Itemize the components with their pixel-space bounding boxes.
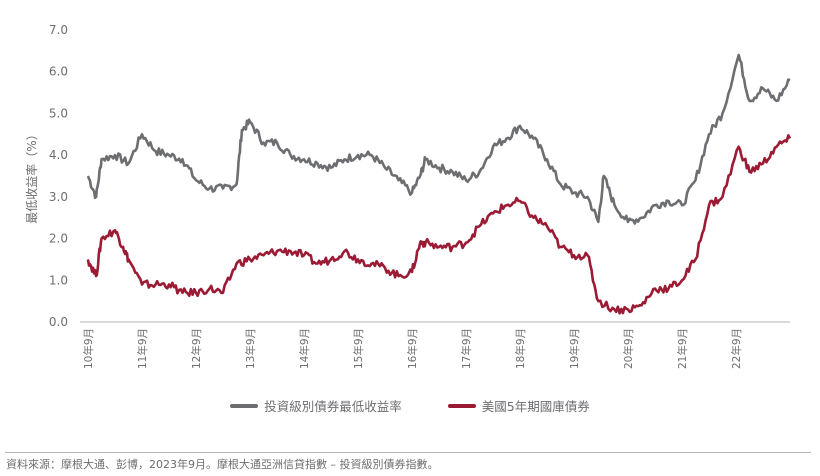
legend-label: 美國5年期國庫債券 [481, 399, 590, 414]
legend-item-ig-yield: 投資級別債券最低收益率 [230, 396, 402, 415]
ig-yield-line [86, 53, 791, 225]
x-tick-label: 13年9月 [244, 328, 257, 369]
y-tick-label: 1.0 [49, 273, 68, 287]
legend-item-ust5y: 美國5年期國庫債券 [447, 396, 590, 415]
x-tick-label: 17年9月 [460, 328, 473, 369]
y-tick-label: 5.0 [49, 106, 68, 120]
y-tick-label: 0.0 [49, 315, 68, 329]
x-tick-label: 10年9月 [82, 328, 95, 369]
ust5y-line [86, 134, 792, 315]
x-tick-label: 20年9月 [622, 328, 635, 369]
x-tick-label: 19年9月 [568, 328, 581, 369]
x-tick-label: 15年9月 [352, 328, 365, 369]
y-tick-label: 3.0 [49, 190, 68, 204]
x-tick-label: 18年9月 [514, 328, 527, 369]
x-tick-label: 14年9月 [298, 328, 311, 369]
y-tick-label: 7.0 [49, 23, 68, 37]
footer-divider [5, 452, 811, 453]
legend-swatch [230, 403, 259, 408]
x-tick-label: 21年9月 [676, 328, 689, 369]
y-tick-label: 4.0 [49, 148, 68, 162]
legend-swatch [447, 403, 476, 408]
x-tick-label: 16年9月 [406, 328, 419, 369]
x-tick-label: 12年9月 [190, 328, 203, 369]
y-tick-label: 2.0 [49, 232, 68, 246]
y-tick-label: 6.0 [49, 65, 68, 79]
x-tick-label: 22年9月 [730, 328, 743, 369]
line-chart: 0.0 1.0 2.0 3.0 4.0 5.0 6.0 7.0 10年9月 11年9月 12年9月… [24, 23, 792, 369]
legend-label: 投資級別債券最低收益率 [264, 399, 402, 414]
source-note: 資料來源：摩根大通、彭博，2023年9月。摩根大通亞洲信貸指數 – 投資級別債券… [6, 458, 439, 471]
x-tick-label: 11年9月 [136, 328, 149, 369]
y-axis-label: 最低收益率（%） [24, 128, 39, 223]
legend: 投資級別債券最低收益率 美國5年期國庫債券 [0, 396, 820, 415]
